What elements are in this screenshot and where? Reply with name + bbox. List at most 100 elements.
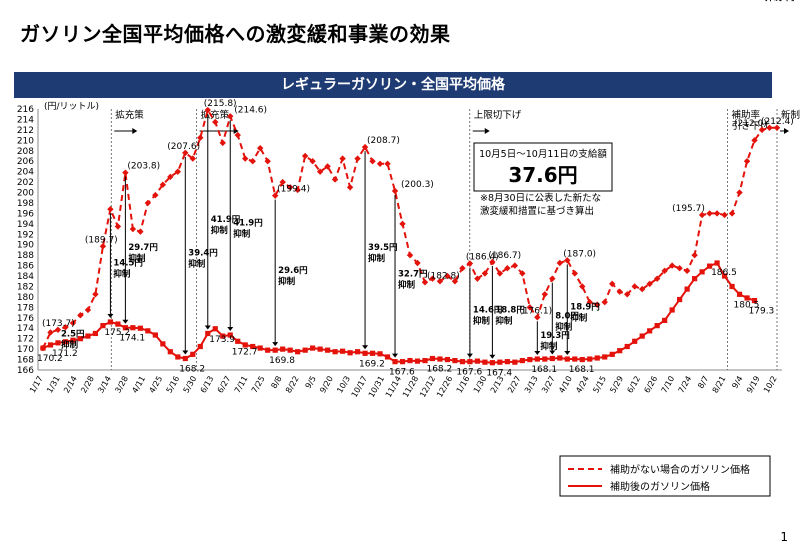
x-tick-label: 9/20 <box>318 375 335 395</box>
suppression-arrow-head <box>466 353 473 358</box>
chart-banner: レギュラーガソリン・全国平均価格 <box>14 72 772 98</box>
y-tick-label: 174 <box>17 324 34 334</box>
data-point-with-subsidy <box>557 355 563 361</box>
data-point-with-subsidy <box>182 355 188 362</box>
data-point-with-subsidy <box>684 286 690 292</box>
data-point-with-subsidy <box>407 358 413 364</box>
suppression-amount: 32.7円 <box>765 0 794 3</box>
info-box-period: 10月5日～10月11日の支給額 <box>479 148 607 160</box>
data-point-with-subsidy <box>729 283 735 290</box>
data-point-with-subsidy <box>579 356 585 363</box>
data-point-with-subsidy <box>167 349 173 355</box>
value-label-after-subsidy: 169.8 <box>269 356 295 366</box>
data-point-without-subsidy <box>279 178 286 186</box>
data-point-without-subsidy <box>399 220 406 228</box>
data-point-without-subsidy <box>653 275 661 282</box>
data-point-without-subsidy <box>331 176 339 183</box>
data-point-without-subsidy <box>324 163 331 170</box>
y-tick-label: 178 <box>17 303 34 313</box>
data-point-with-subsidy <box>310 345 316 351</box>
data-point-without-subsidy <box>721 211 728 219</box>
value-label-after-subsidy: 180.5 <box>734 300 760 310</box>
data-point-without-subsidy <box>466 260 474 267</box>
data-point-with-subsidy <box>220 333 226 339</box>
data-point-without-subsidy <box>766 124 773 131</box>
data-point-without-subsidy <box>54 326 62 334</box>
data-point-without-subsidy <box>691 251 698 259</box>
data-point-without-subsidy <box>758 126 766 134</box>
suppression-arrow-head <box>392 353 399 358</box>
data-point-with-subsidy <box>130 325 136 331</box>
x-tick-label: 3/14 <box>96 375 113 395</box>
data-point-with-subsidy <box>632 338 638 344</box>
phase-arrow-head <box>132 128 138 134</box>
x-tick-label: 2/28 <box>79 375 96 395</box>
data-point-without-subsidy <box>369 158 376 165</box>
info-box <box>473 142 613 192</box>
x-tick-label: 11/28 <box>401 375 420 399</box>
value-label-no-subsidy: (182.8) <box>427 271 460 281</box>
suppression-arrow-head <box>549 350 556 355</box>
data-point-with-subsidy <box>107 319 114 325</box>
data-point-with-subsidy <box>212 326 218 332</box>
info-box-note: ※8月30日に公表した新たな <box>480 192 601 204</box>
data-point-without-subsidy <box>668 262 676 269</box>
suppression-amount: 41.9円 <box>211 215 240 225</box>
value-label-no-subsidy: (212.4) <box>761 117 794 127</box>
data-point-without-subsidy <box>414 259 421 267</box>
y-tick-label: 194 <box>17 220 34 230</box>
suppression-amount: 18.8円 <box>495 305 524 315</box>
y-tick-label: 170 <box>17 345 34 355</box>
data-point-with-subsidy <box>534 356 540 362</box>
x-tick-label: 8/8 <box>269 375 283 391</box>
data-point-without-subsidy <box>728 210 736 217</box>
data-point-with-subsidy <box>572 356 578 362</box>
data-point-without-subsidy <box>152 191 159 199</box>
suppression-word: 抑制 <box>765 0 783 3</box>
series-line-without-subsidy <box>42 107 777 349</box>
suppression-amount: 14.6円 <box>473 306 502 316</box>
legend-label-without-subsidy: 補助がない場合のガソリン価格 <box>610 463 750 476</box>
legend-box <box>559 455 771 497</box>
x-tick-label: 6/12 <box>625 375 642 395</box>
data-point-without-subsidy <box>354 155 361 162</box>
suppression-arrow-head <box>534 351 541 356</box>
data-point-without-subsidy <box>586 298 593 306</box>
data-point-with-subsidy <box>235 338 241 344</box>
data-point-without-subsidy <box>631 283 638 290</box>
data-point-without-subsidy <box>743 158 751 165</box>
data-point-with-subsidy <box>257 345 263 351</box>
suppression-amount: 18.9円 <box>570 303 599 313</box>
data-point-without-subsidy <box>249 158 256 165</box>
data-point-with-subsidy <box>115 321 121 327</box>
x-tick-label: 7/25 <box>250 375 267 395</box>
data-point-with-subsidy <box>325 347 331 353</box>
data-point-without-subsidy <box>339 155 346 162</box>
data-point-without-subsidy <box>77 311 84 319</box>
value-label-no-subsidy: (215.8) <box>204 99 237 109</box>
data-point-with-subsidy <box>384 354 391 360</box>
suppression-word: 抑制 <box>473 316 491 327</box>
data-point-without-subsidy <box>107 206 114 213</box>
value-label-no-subsidy: (189.7) <box>85 235 118 245</box>
data-point-with-subsidy <box>369 350 376 356</box>
data-point-with-subsidy <box>609 351 615 357</box>
data-point-without-subsidy <box>683 267 691 275</box>
data-point-without-subsidy <box>62 323 69 331</box>
y-tick-label: 196 <box>17 209 34 219</box>
y-tick-label: 200 <box>17 189 34 199</box>
data-point-without-subsidy <box>204 106 211 114</box>
data-point-without-subsidy <box>219 139 226 147</box>
data-point-without-subsidy <box>99 243 107 250</box>
data-point-with-subsidy <box>302 347 308 353</box>
data-point-with-subsidy <box>706 263 713 269</box>
x-tick-label: 4/10 <box>557 375 574 395</box>
value-label-no-subsidy: (212.0) <box>734 119 767 129</box>
data-point-without-subsidy <box>534 314 541 321</box>
data-point-without-subsidy <box>406 251 414 259</box>
value-label-no-subsidy: (207.6) <box>167 142 200 152</box>
data-point-without-subsidy <box>511 262 519 269</box>
x-tick-label: 1/31 <box>45 375 62 395</box>
data-point-with-subsidy <box>624 343 630 350</box>
data-point-with-subsidy <box>519 358 525 364</box>
